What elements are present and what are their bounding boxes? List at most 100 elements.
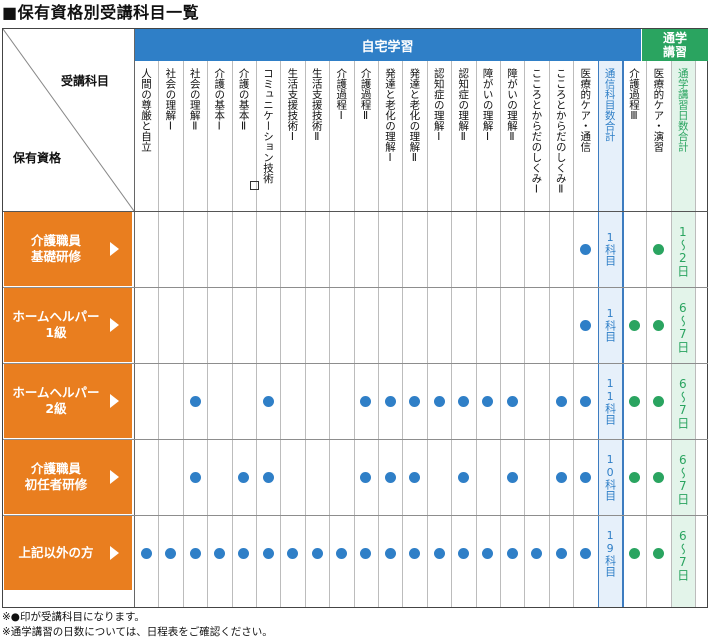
qualification-table: 受講科目 保有資格 自宅学習 通学 講習 人間の尊厳と自立 社会の理解Ⅰ 社会の理解Ⅱ… <box>2 28 708 608</box>
dot-c16 <box>506 547 518 559</box>
column-header-c6: コミュニケーション技術 <box>262 68 274 184</box>
dot-c22 <box>653 395 665 407</box>
dot-c22 <box>653 471 665 483</box>
dot-c14 <box>457 471 469 483</box>
dot-c9 <box>335 547 347 559</box>
dot-c10 <box>360 471 372 483</box>
column-divider <box>280 61 282 607</box>
corner-diagonal <box>3 29 134 211</box>
group-home-study: 自宅学習 <box>134 29 641 61</box>
dot-c4 <box>213 547 225 559</box>
page-title: ■保有資格別受講科目一覧 <box>2 3 200 22</box>
column-divider <box>158 61 160 607</box>
column-divider <box>622 61 624 607</box>
chevron-right-icon <box>110 546 119 560</box>
row-label-text: ホームヘルパー 1級 <box>4 309 108 341</box>
column-header-c4: 介護の基本Ⅰ <box>213 68 226 133</box>
column-divider <box>475 61 477 607</box>
row-days: 1〜2日 <box>675 225 690 277</box>
row-days: 6〜7日 <box>675 453 690 505</box>
row-label-text: 上記以外の方 <box>4 545 108 561</box>
row-label-5: 上記以外の方 <box>4 516 132 590</box>
dot-c6 <box>262 547 274 559</box>
row-divider <box>3 287 708 288</box>
dot-c3 <box>189 547 201 559</box>
row-label-line1: 介護職員 <box>30 233 81 248</box>
row-label-line2: 基礎研修 <box>30 249 81 264</box>
dot-c19 <box>579 547 591 559</box>
dot-c11 <box>384 547 396 559</box>
column-header-c9: 介護過程Ⅰ <box>335 68 348 122</box>
dot-c3 <box>189 471 201 483</box>
column-divider <box>231 61 233 607</box>
dot-c19 <box>579 319 591 331</box>
corner-subject-label: 受講科目 <box>61 74 110 88</box>
column-header-c15: 障がいの理解Ⅰ <box>481 68 494 143</box>
row-count: 1科目 <box>603 307 617 342</box>
column-header-c12: 発達と老化の理解Ⅱ <box>408 68 421 164</box>
column-divider <box>304 61 306 607</box>
dot-c18 <box>555 395 567 407</box>
dot-c14 <box>457 547 469 559</box>
dot-c21 <box>628 395 640 407</box>
row-label-line1: 介護職員 <box>30 461 81 476</box>
dot-c18 <box>555 471 567 483</box>
dot-c22 <box>653 547 665 559</box>
dot-c15 <box>482 547 494 559</box>
chevron-right-icon <box>110 242 119 256</box>
dot-c21 <box>628 319 640 331</box>
column-header-c23: 通学講習日数合計 <box>676 68 689 152</box>
dot-c8 <box>311 547 323 559</box>
row-label-line1: 上記以外の方 <box>18 545 94 560</box>
column-divider <box>353 61 355 607</box>
column-divider <box>597 61 600 607</box>
corner-qualification-label: 保有資格 <box>13 151 62 165</box>
column-divider <box>670 61 672 607</box>
days-column-bg <box>670 61 696 607</box>
corner-divider <box>134 29 135 607</box>
group-school-study: 通学 講習 <box>642 29 708 61</box>
dot-c16 <box>506 471 518 483</box>
dot-c21 <box>628 547 640 559</box>
column-divider <box>451 61 453 607</box>
row-days: 6〜7日 <box>675 377 690 429</box>
column-header-c17: こころとからだのしくみⅠ <box>530 68 543 196</box>
row-days: 6〜7日 <box>675 529 690 581</box>
column-divider <box>524 61 526 607</box>
dot-c2 <box>165 547 177 559</box>
row-count: 19科目 <box>603 529 617 577</box>
column-divider <box>329 61 331 607</box>
dot-c12 <box>409 547 421 559</box>
dot-c19 <box>579 395 591 407</box>
row-label-line2: 初任者研修 <box>24 477 88 492</box>
dot-c10 <box>360 395 372 407</box>
chevron-right-icon <box>110 394 119 408</box>
dot-c13 <box>433 395 445 407</box>
row-label-line1: ホームヘルパー <box>12 385 100 400</box>
row-label-1: 介護職員 基礎研修 <box>4 212 132 286</box>
row-label-4: 介護職員 初任者研修 <box>4 440 132 514</box>
dot-c10 <box>360 547 372 559</box>
checkbox-icon <box>249 181 259 190</box>
column-header-c2: 社会の理解Ⅰ <box>164 68 177 133</box>
column-header-c14: 認知症の理解Ⅱ <box>457 68 470 143</box>
dot-c18 <box>555 547 567 559</box>
dot-c19 <box>579 471 591 483</box>
dot-c21 <box>628 471 640 483</box>
dot-c11 <box>384 471 396 483</box>
column-header-c21: 介護過程Ⅲ <box>628 68 640 122</box>
column-divider <box>548 61 550 607</box>
row-label-3: ホームヘルパー 2級 <box>4 364 132 438</box>
column-divider <box>378 61 379 607</box>
column-header-c22: 医療的ケア・演習 <box>652 68 665 152</box>
column-divider <box>207 61 209 607</box>
column-header-c5: 介護の基本Ⅱ <box>237 68 250 133</box>
chevron-right-icon <box>110 318 119 332</box>
dot-c1 <box>140 547 152 559</box>
row-count: 10科目 <box>603 453 617 501</box>
row-divider <box>3 439 708 440</box>
row-label-text: ホームヘルパー 2級 <box>4 385 108 417</box>
dot-c6 <box>262 395 274 407</box>
row-label-text: 介護職員 基礎研修 <box>4 233 108 265</box>
count-column-bg <box>597 61 622 607</box>
